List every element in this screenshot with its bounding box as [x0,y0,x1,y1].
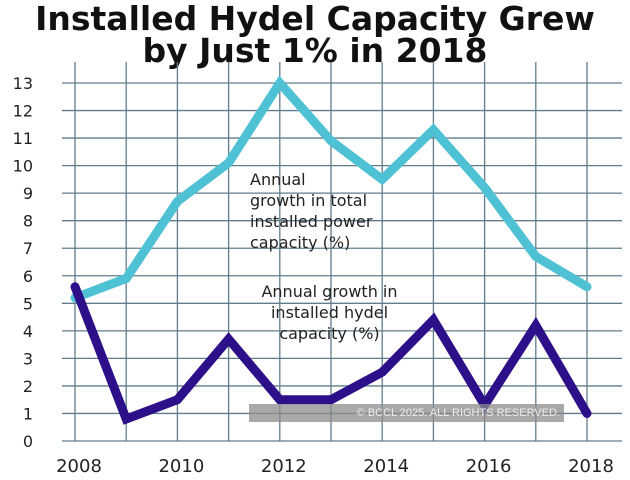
chart-title-line-1: Installed Hydel Capacity Grew [35,0,595,38]
y-tick-label: 10 [13,157,33,176]
y-tick-label: 4 [23,322,33,341]
chart-title-line-2: by Just 1% in 2018 [142,31,488,70]
y-tick-label: 12 [13,102,33,121]
x-tick-label: 2008 [56,456,102,477]
annotation-line: installed power [250,212,373,231]
y-tick-label: 13 [13,74,33,93]
y-tick-label: 0 [23,432,33,451]
x-tick-label: 2010 [158,456,204,477]
y-tick-label: 11 [13,129,33,148]
y-tick-label: 6 [23,267,33,286]
annotation-line: growth in total [250,191,368,210]
total-capacity-annotation: Annual growth in total installed power c… [250,169,372,253]
annotation-line: installed hydel [270,303,389,322]
y-tick-label: 9 [23,184,33,203]
y-tick-label: 2 [23,377,33,396]
x-tick-label: 2018 [568,456,614,477]
y-tick-label: 8 [23,212,33,231]
x-tick-label: 2016 [466,456,512,477]
annotation-line: Annual growth in [261,282,398,301]
x-tick-label: 2014 [363,456,409,477]
y-tick-label: 7 [23,239,33,258]
y-tick-label: 5 [23,294,33,313]
annotation-line: capacity (%) [250,233,351,252]
annotation-line: Annual [250,170,306,189]
annotation-line: capacity (%) [279,324,380,343]
watermark: © BCCL 2025. ALL RIGHTS RESERVED. [249,404,564,422]
y-tick-label: 3 [23,349,33,368]
y-tick-label: 1 [23,404,33,423]
x-tick-label: 2012 [261,456,307,477]
hydel-capacity-annotation: Annual growth in installed hydel capacit… [232,281,427,344]
